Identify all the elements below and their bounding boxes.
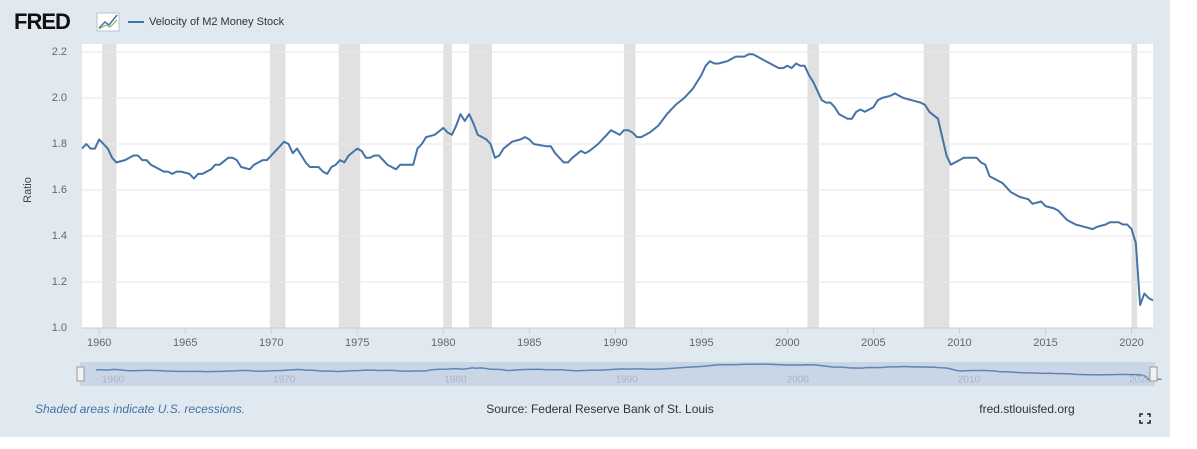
- recession-band: [623, 44, 636, 328]
- recession-band: [102, 44, 117, 328]
- navigator-tick-label: 1980: [444, 375, 467, 386]
- y-tick-label: 1.4: [52, 230, 67, 242]
- y-tick-label: 1.2: [52, 276, 67, 288]
- navigator-handle[interactable]: [76, 366, 85, 382]
- source: Source: Federal Reserve Bank of St. Loui…: [486, 402, 713, 416]
- navigator-tick-label: 2010: [958, 375, 981, 386]
- navigator-tick-label: 2020: [1129, 375, 1152, 386]
- site-url: fred.stlouisfed.org: [979, 402, 1074, 416]
- x-tick-label: 1985: [517, 337, 541, 349]
- x-tick-label: 1995: [689, 337, 713, 349]
- recession-band: [1131, 44, 1138, 328]
- navigator-tick-label: 1970: [273, 375, 296, 386]
- recession-note: Shaded areas indicate U.S. recessions.: [35, 402, 245, 416]
- x-tick-label: 2005: [861, 337, 885, 349]
- x-tick-label: 1970: [259, 337, 283, 349]
- y-axis-label: Ratio: [22, 177, 34, 203]
- y-tick-label: 1.8: [52, 138, 67, 150]
- fullscreen-button[interactable]: [1139, 413, 1151, 424]
- x-tick-label: 2010: [947, 337, 971, 349]
- y-tick-label: 2.2: [52, 46, 67, 58]
- navigator-tick-label: 2000: [787, 375, 810, 386]
- logo-icon: [96, 12, 120, 32]
- x-tick-label: 1965: [173, 337, 197, 349]
- x-tick-label: 2015: [1033, 337, 1057, 349]
- recession-band: [469, 44, 492, 328]
- x-tick-label: 1980: [431, 337, 455, 349]
- series-line: [81, 53, 1154, 306]
- recession-band: [923, 44, 950, 328]
- y-tick-label: 1.6: [52, 184, 67, 196]
- navigator-line: [95, 363, 1162, 381]
- x-tick-label: 1975: [345, 337, 369, 349]
- recession-band: [443, 44, 452, 328]
- navigator-handle[interactable]: [1149, 366, 1158, 382]
- legend-label: Velocity of M2 Money Stock: [149, 16, 285, 28]
- x-tick-label: 2020: [1119, 337, 1143, 349]
- recession-band: [338, 44, 361, 328]
- plot-area: [82, 44, 1153, 328]
- y-tick-label: 2.0: [52, 92, 67, 104]
- x-tick-label: 1960: [87, 337, 111, 349]
- navigator: [80, 362, 1155, 386]
- navigator-tick-label: 1990: [615, 375, 638, 386]
- x-tick-label: 1990: [603, 337, 627, 349]
- logo: FRED: [14, 9, 70, 34]
- x-tick-label: 2000: [775, 337, 799, 349]
- recession-band: [269, 44, 286, 328]
- recession-band: [807, 44, 819, 328]
- y-tick-label: 1.0: [52, 322, 67, 334]
- navigator-tick-label: 1960: [102, 375, 125, 386]
